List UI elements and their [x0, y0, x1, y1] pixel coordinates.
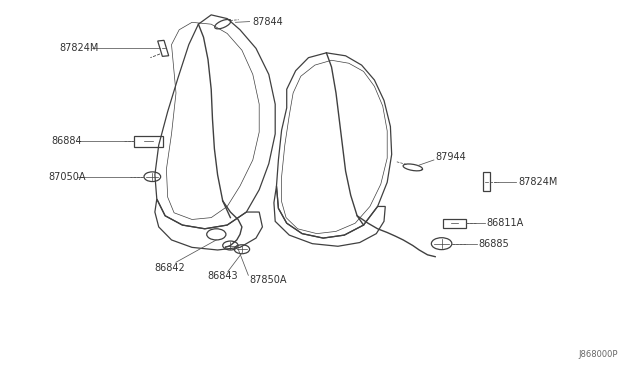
Text: 87050A: 87050A	[48, 172, 86, 182]
Text: 86885: 86885	[479, 239, 509, 248]
Text: 86842: 86842	[154, 263, 185, 273]
Text: 86843: 86843	[207, 271, 238, 281]
Text: 87944: 87944	[435, 152, 466, 162]
Bar	[134, 136, 163, 147]
Text: 87850A: 87850A	[250, 275, 287, 285]
Text: 86811A: 86811A	[486, 218, 524, 228]
Text: 87824M: 87824M	[59, 44, 99, 53]
Text: J868000P: J868000P	[578, 350, 618, 359]
Bar	[443, 218, 466, 228]
Text: 87824M: 87824M	[518, 177, 558, 186]
Text: 87844: 87844	[253, 17, 284, 26]
Text: 86884: 86884	[51, 137, 82, 146]
